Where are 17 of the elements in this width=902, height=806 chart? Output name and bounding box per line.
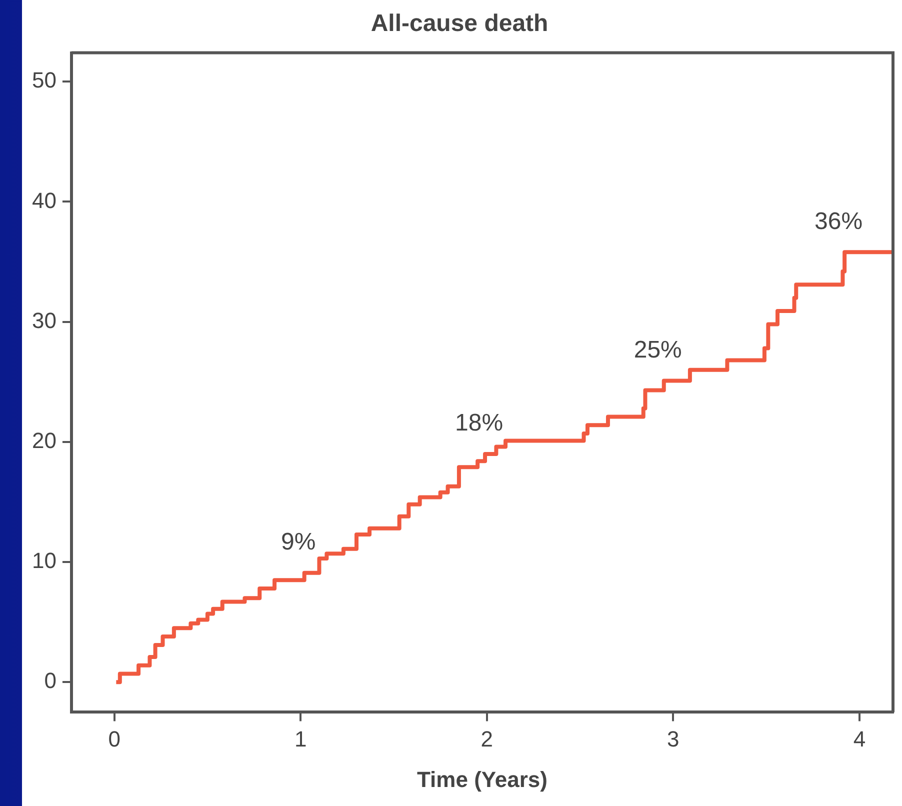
x-tick-label: 4 xyxy=(853,726,866,752)
x-tick-label: 2 xyxy=(480,726,494,752)
y-tick-label: 30 xyxy=(32,308,56,333)
y-tick-label: 20 xyxy=(32,428,56,454)
annotation: 9% xyxy=(280,528,316,556)
y-tick-label: 10 xyxy=(32,548,56,574)
y-tick-label: 40 xyxy=(32,188,56,213)
x-tick-label: 3 xyxy=(667,726,680,752)
x-tick-label: 0 xyxy=(108,726,120,752)
y-tick-label: 50 xyxy=(32,68,56,93)
y-tick-label: 0 xyxy=(44,668,56,694)
annotation: 36% xyxy=(814,208,863,235)
annotation: 18% xyxy=(455,410,504,437)
x-tick-label: 1 xyxy=(294,726,307,752)
chart-title: All-cause death xyxy=(370,10,548,38)
annotation: 25% xyxy=(634,336,682,364)
x-axis-title: Time (Years) xyxy=(417,766,548,792)
